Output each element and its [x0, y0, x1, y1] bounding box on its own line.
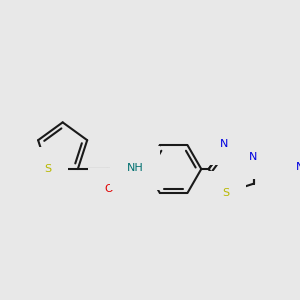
Text: NH: NH — [127, 163, 143, 173]
Text: N: N — [249, 152, 257, 162]
Text: S: S — [222, 188, 230, 198]
Text: O: O — [105, 184, 113, 194]
Text: S: S — [44, 164, 51, 174]
Text: N: N — [251, 148, 260, 158]
Text: N: N — [220, 139, 228, 148]
Text: N: N — [296, 162, 300, 172]
